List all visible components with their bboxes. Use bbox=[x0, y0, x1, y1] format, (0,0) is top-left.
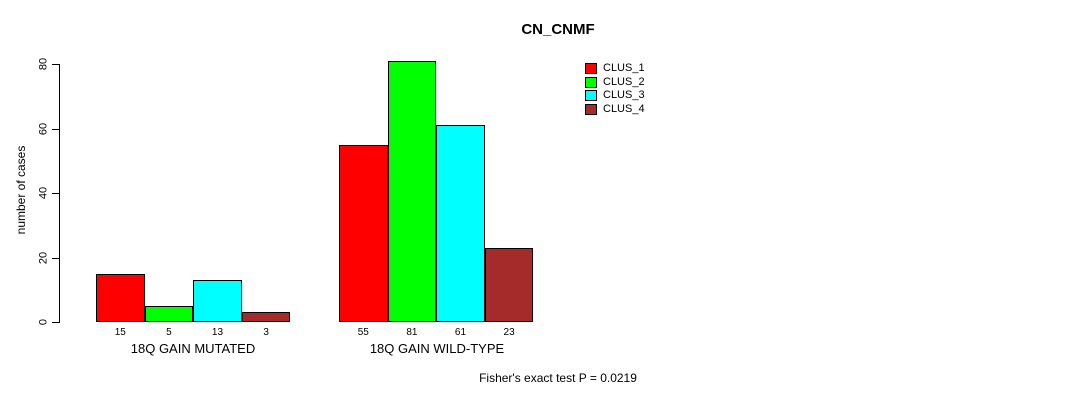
y-tick-label-40: 40 bbox=[37, 186, 50, 200]
y-axis-line bbox=[59, 64, 60, 323]
y-tick-label-80: 80 bbox=[37, 57, 50, 71]
bar-clus_2-group1 bbox=[144, 305, 194, 322]
legend-item-clus-1: CLUS_1 bbox=[585, 62, 645, 76]
legend-swatch-clus-2 bbox=[585, 76, 597, 88]
bar-clus_4-group1 bbox=[241, 312, 291, 322]
y-tick-mark-40 bbox=[52, 193, 59, 194]
legend: CLUS_1 CLUS_2 CLUS_3 CLUS_4 bbox=[585, 62, 645, 116]
legend-label-clus-4: CLUS_4 bbox=[603, 102, 645, 115]
y-axis-label: number of cases bbox=[14, 145, 28, 235]
bar-value-clus_1-group2: 55 bbox=[357, 327, 369, 338]
bar-value-clus_3-group2: 61 bbox=[454, 327, 467, 338]
category-label-wildtype: 18Q GAIN WILD-TYPE bbox=[369, 341, 505, 356]
y-tick-label-0: 0 bbox=[37, 318, 50, 326]
bar-clus_3-group2 bbox=[436, 125, 485, 322]
legend-item-clus-2: CLUS_2 bbox=[585, 76, 645, 90]
legend-label-clus-1: CLUS_1 bbox=[603, 62, 645, 75]
y-tick-mark-60 bbox=[52, 128, 59, 130]
legend-swatch-clus-4 bbox=[585, 103, 597, 115]
bar-value-clus_4-group1: 3 bbox=[263, 327, 269, 338]
bar-value-clus_2-group1: 5 bbox=[166, 327, 172, 338]
y-tick-mark-0 bbox=[52, 322, 59, 323]
legend-swatch-clus-1 bbox=[585, 63, 597, 75]
annotation-fisher-test: Fisher's exact test P = 0.0219 bbox=[479, 371, 637, 385]
y-tick-label-20: 20 bbox=[37, 251, 50, 264]
y-tick-mark-20 bbox=[52, 257, 59, 259]
category-label-mutated: 18Q GAIN MUTATED bbox=[130, 341, 256, 356]
legend-item-clus-3: CLUS_3 bbox=[585, 89, 645, 103]
bar-value-clus_4-group2: 23 bbox=[503, 327, 515, 338]
legend-label-clus-2: CLUS_2 bbox=[603, 75, 645, 88]
bar-value-clus_1-group1: 15 bbox=[114, 327, 126, 338]
bar-clus_2-group2 bbox=[387, 60, 437, 322]
y-tick-mark-80 bbox=[52, 64, 59, 65]
bar-clus_3-group1 bbox=[193, 280, 242, 322]
bar-value-clus_2-group2: 81 bbox=[406, 327, 418, 338]
bar-value-clus_3-group1: 13 bbox=[211, 327, 224, 338]
legend-swatch-clus-3 bbox=[585, 90, 597, 102]
bar-clus_1-group2 bbox=[339, 144, 388, 322]
y-tick-label-60: 60 bbox=[37, 122, 50, 135]
chart-title: CN_CNMF bbox=[521, 21, 595, 38]
legend-label-clus-3: CLUS_3 bbox=[603, 89, 645, 102]
legend-item-clus-4: CLUS_4 bbox=[585, 103, 645, 117]
bar-clus_1-group1 bbox=[96, 273, 145, 322]
bar-clus_4-group2 bbox=[484, 247, 534, 322]
